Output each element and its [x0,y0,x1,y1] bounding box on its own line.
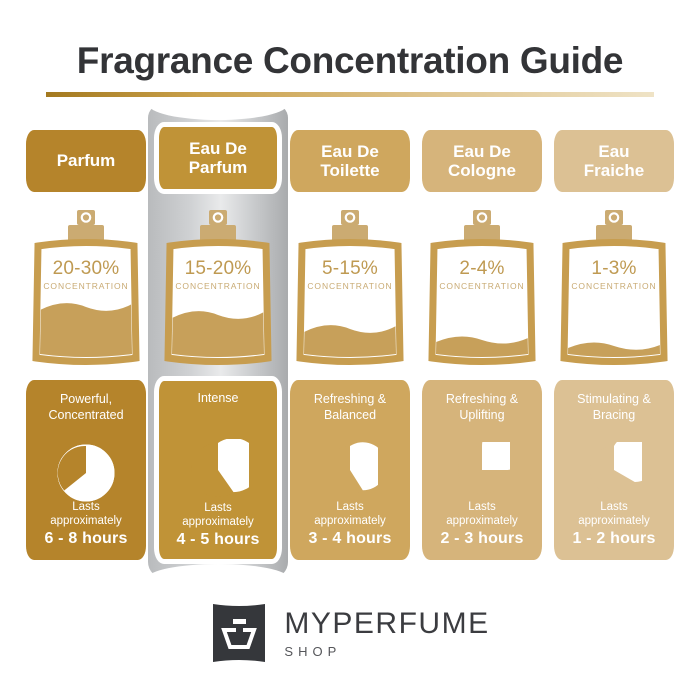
category-badge-eau-fraiche[interactable]: Eau Fraiche [554,130,674,192]
duration-value-parfum: 6 - 8 hours [44,530,128,547]
page-title: Fragrance Concentration Guide [76,40,624,81]
category-badge-eau-de-parfum[interactable]: Eau De Parfum [154,122,282,194]
brand-wordmark: MYPERFUME SHOP [284,606,490,659]
longevity-pie-eau-de-toilette [322,442,387,503]
category-label-parfum: Parfum [56,151,116,171]
detail-card-eau-de-parfum[interactable]: Intense Lasts approximately 4 - 5 hours [154,376,282,564]
lasts-line-2: approximately [446,514,518,527]
duration-value-eau-de-toilette: 3 - 4 hours [308,530,392,547]
category-label-line-2: Toilette [320,161,380,180]
category-label-line-1: Eau De [321,141,379,161]
badge-wrap-eau-fraiche: Eau Fraiche [548,130,680,196]
brand-logo[interactable]: MYPERFUME SHOP [0,598,700,668]
lasts-line-2: approximately [578,514,650,527]
brand-subtitle: SHOP [284,643,342,659]
lasts-line-1: Lasts [204,501,232,514]
lasts-line-1: Lasts [336,500,364,513]
bottle-eau-de-toilette: 5-15% CONCENTRATION [284,206,416,374]
lasts-line-2: approximately [314,514,386,527]
perfume-bottle-icon [210,601,268,665]
detail-card-eau-fraiche[interactable]: Stimulating & Bracing Lasts approximatel… [554,380,674,560]
mood-line-1: Stimulating & [577,392,651,406]
mood-line-1: Intense [197,391,239,405]
duration-block-eau-fraiche: Lasts approximately 1 - 2 hours [554,500,674,548]
duration-block-eau-de-toilette: Lasts approximately 3 - 4 hours [290,500,410,548]
category-badge-eau-de-toilette[interactable]: Eau De Toilette [290,130,410,192]
mood-line-2: Bracing [592,407,636,422]
badge-wrap-eau-de-parfum: Eau De Parfum [152,122,284,194]
duration-block-eau-de-cologne: Lasts approximately 2 - 3 hours [422,500,542,548]
badge-wrap-eau-de-cologne: Eau De Cologne [416,130,548,196]
badge-wrap-parfum: Parfum [20,130,152,196]
mood-text-eau-de-parfum: Intense [159,391,277,407]
brand-name: MYPERFUME [284,606,490,640]
mood-text-parfum: Powerful, Concentrated [26,392,146,423]
mood-line-2: Concentrated [48,407,124,422]
mood-line-1: Powerful, [59,392,113,406]
column-parfum[interactable]: Parfum 20-30% CONCENTRATION [20,108,152,588]
mood-line-2: Uplifting [459,407,505,422]
lasts-line-2: approximately [182,515,254,528]
category-label-line-2: Parfum [188,158,248,177]
column-eau-de-cologne[interactable]: Eau De Cologne 2-4% [416,108,548,588]
category-label-line-2: Cologne [448,161,516,180]
longevity-pie-eau-de-cologne [454,422,530,503]
longevity-pie-parfum [55,442,117,509]
lasts-line-1: Lasts [72,500,100,513]
mood-line-2: Balanced [323,407,377,422]
bottle-eau-de-cologne: 2-4% CONCENTRATION [416,206,548,374]
longevity-pie-eau-fraiche [586,434,659,503]
column-eau-de-parfum[interactable]: Eau De Parfum 15-20% [152,108,284,588]
mood-text-eau-de-toilette: Refreshing & Balanced [290,392,410,423]
detail-card-eau-de-toilette[interactable]: Refreshing & Balanced Lasts approximatel… [290,380,410,560]
columns-grid: Parfum 20-30% CONCENTRATION [0,108,700,588]
bottle-parfum: 20-30% CONCENTRATION [20,206,152,374]
badge-wrap-eau-de-toilette: Eau De Toilette [284,130,416,196]
duration-value-eau-de-parfum: 4 - 5 hours [176,531,260,548]
column-eau-fraiche[interactable]: Eau Fraiche 1-3% [548,108,680,588]
duration-value-eau-de-cologne: 2 - 3 hours [440,530,524,547]
category-label-line-1: Eau De [189,138,247,158]
detail-card-parfum[interactable]: Powerful, Concentrated [26,380,146,560]
detail-card-eau-de-cologne[interactable]: Refreshing & Uplifting Lasts approximate… [422,380,542,560]
category-badge-parfum[interactable]: Parfum [26,130,146,192]
mood-text-eau-fraiche: Stimulating & Bracing [554,392,674,423]
lasts-line-1: Lasts [600,500,628,513]
category-label-line-1: Eau De [453,141,511,161]
title-underline-rule [46,92,654,97]
duration-block-eau-de-parfum: Lasts approximately 4 - 5 hours [159,501,277,549]
duration-value-eau-fraiche: 1 - 2 hours [572,530,656,547]
mood-text-eau-de-cologne: Refreshing & Uplifting [422,392,542,423]
mood-line-1: Refreshing & [313,392,387,406]
bottle-eau-fraiche: 1-3% CONCENTRATION [548,206,680,374]
bottle-eau-de-parfum: 15-20% CONCENTRATION [152,206,284,374]
category-label-line-1: Eau [598,141,630,161]
category-badge-eau-de-cologne[interactable]: Eau De Cologne [422,130,542,192]
lasts-line-2: approximately [50,514,122,527]
column-eau-de-toilette[interactable]: Eau De Toilette 5-15% [284,108,416,588]
longevity-pie-eau-de-parfum [187,438,261,506]
lasts-line-1: Lasts [468,500,496,513]
duration-block-parfum: Lasts approximately 6 - 8 hours [26,500,146,548]
category-label-line-2: Fraiche [583,161,645,180]
mood-line-1: Refreshing & [445,392,519,406]
